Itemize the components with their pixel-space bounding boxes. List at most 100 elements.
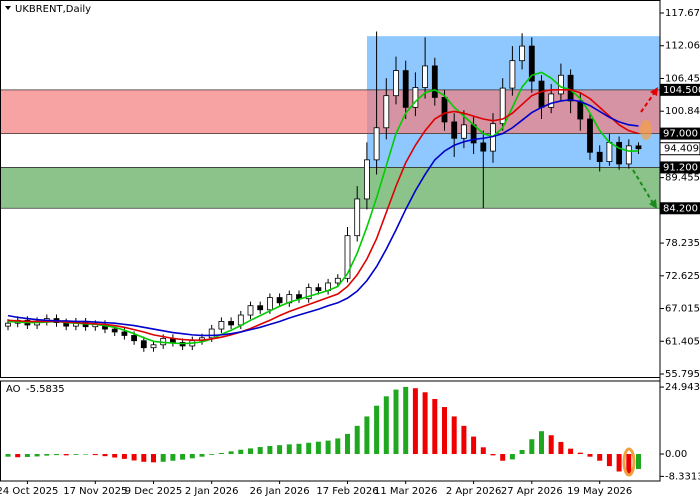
ao-bar [34, 454, 40, 457]
ao-bar [451, 416, 457, 455]
ao-bar [539, 431, 544, 455]
candle-body [480, 142, 487, 152]
up-arrowhead [650, 87, 658, 96]
ao-bar [209, 454, 215, 455]
candle-body [460, 124, 467, 139]
ao-bar [180, 454, 186, 460]
ao-bar [141, 454, 147, 462]
ao-bar [63, 454, 69, 456]
ao-bar [442, 407, 447, 455]
x-tick-label: 2 Apr 2026 [446, 486, 501, 497]
ao-bar [257, 447, 263, 455]
ao-bar [131, 454, 137, 461]
candle-body [451, 121, 458, 139]
candle-body [121, 331, 128, 336]
candle-body [587, 118, 593, 153]
ao-bar [325, 440, 331, 455]
candle-body [393, 70, 399, 97]
ao-bar [315, 441, 321, 455]
candle-body [208, 328, 215, 339]
ao-current-value: -5.5835 [26, 384, 65, 395]
ao-frame [0, 380, 661, 482]
ao-bar [432, 398, 438, 455]
zone [0, 167, 660, 209]
ao-bar [189, 454, 195, 459]
ao-bar [500, 454, 506, 461]
ao-bar [636, 454, 641, 470]
ao-bar [228, 451, 234, 455]
candle-body [218, 321, 225, 330]
candle-body [266, 297, 273, 311]
ao-bar [471, 436, 477, 455]
candle-body [635, 145, 642, 150]
ao-bar [403, 386, 409, 455]
ao-bar [509, 454, 515, 460]
moving-average [7, 71, 639, 345]
ao-bar [277, 445, 283, 455]
ao-bar [199, 454, 205, 457]
candle-body [228, 321, 235, 326]
x-tick-label: 24 Oct 2025 [0, 486, 58, 497]
ao-bar [83, 454, 89, 455]
y-tick-label: 55.795 [665, 369, 700, 380]
x-tick-label: 19 May 2026 [567, 486, 632, 497]
highlight [622, 447, 636, 477]
ao-bar [490, 454, 496, 456]
y-tick-label: 0.00 [665, 449, 687, 460]
ao-bar [354, 425, 360, 455]
ao-bar [296, 443, 302, 455]
ao-bar [587, 454, 593, 457]
candle-body [431, 65, 438, 98]
ao-bar [519, 449, 525, 455]
level-box [660, 161, 700, 174]
candle-body [363, 159, 370, 200]
chart-title: UKBRENT,Daily [15, 4, 91, 15]
ao-bar [364, 416, 370, 455]
candle-body [354, 198, 361, 237]
ao-bar [54, 454, 59, 456]
candle-body [509, 60, 516, 89]
level-box [660, 202, 700, 215]
candle-body [402, 70, 409, 108]
price-frame [0, 0, 661, 378]
ao-bar [422, 392, 428, 455]
x-tick-label: 27 Apr 2026 [501, 486, 563, 497]
candle-body [150, 344, 157, 349]
y-tick-label: 78.235 [665, 238, 700, 249]
y-tick-label: 61.405 [665, 336, 700, 347]
candle-body [383, 95, 390, 129]
ao-bar [286, 444, 292, 455]
highlight [640, 120, 652, 140]
level-label: 97.000 [663, 129, 698, 140]
candle-body [528, 45, 535, 82]
candle-body [499, 87, 506, 125]
ao-bar [480, 447, 486, 455]
ao-bar [44, 454, 50, 456]
ao-bar [374, 405, 380, 455]
candle-body [596, 151, 603, 163]
ao-bar [568, 448, 574, 455]
ao-bar [5, 454, 11, 457]
y-tick-label: -8.3313 [665, 471, 700, 482]
y-tick-label: 72.625 [665, 271, 700, 282]
candle-body [373, 127, 380, 161]
ao-bar [597, 454, 603, 461]
candle-body [606, 141, 613, 163]
ao-bar [248, 448, 253, 455]
candle-body [237, 314, 244, 326]
candle-body [616, 141, 622, 165]
level-box [660, 83, 700, 96]
candle-body [247, 305, 254, 316]
candle-body [412, 87, 419, 108]
y-tick-label: 112.060 [665, 41, 700, 52]
candle-body [344, 235, 351, 279]
candle-body [441, 97, 448, 123]
level-label: 104.500 [663, 85, 700, 96]
ao-bar [548, 435, 554, 455]
title-marker [5, 6, 11, 10]
ao-bar [383, 396, 389, 455]
y-tick-label: 100.840 [665, 106, 700, 117]
candle-body [305, 287, 312, 300]
ao-bar [461, 425, 467, 455]
